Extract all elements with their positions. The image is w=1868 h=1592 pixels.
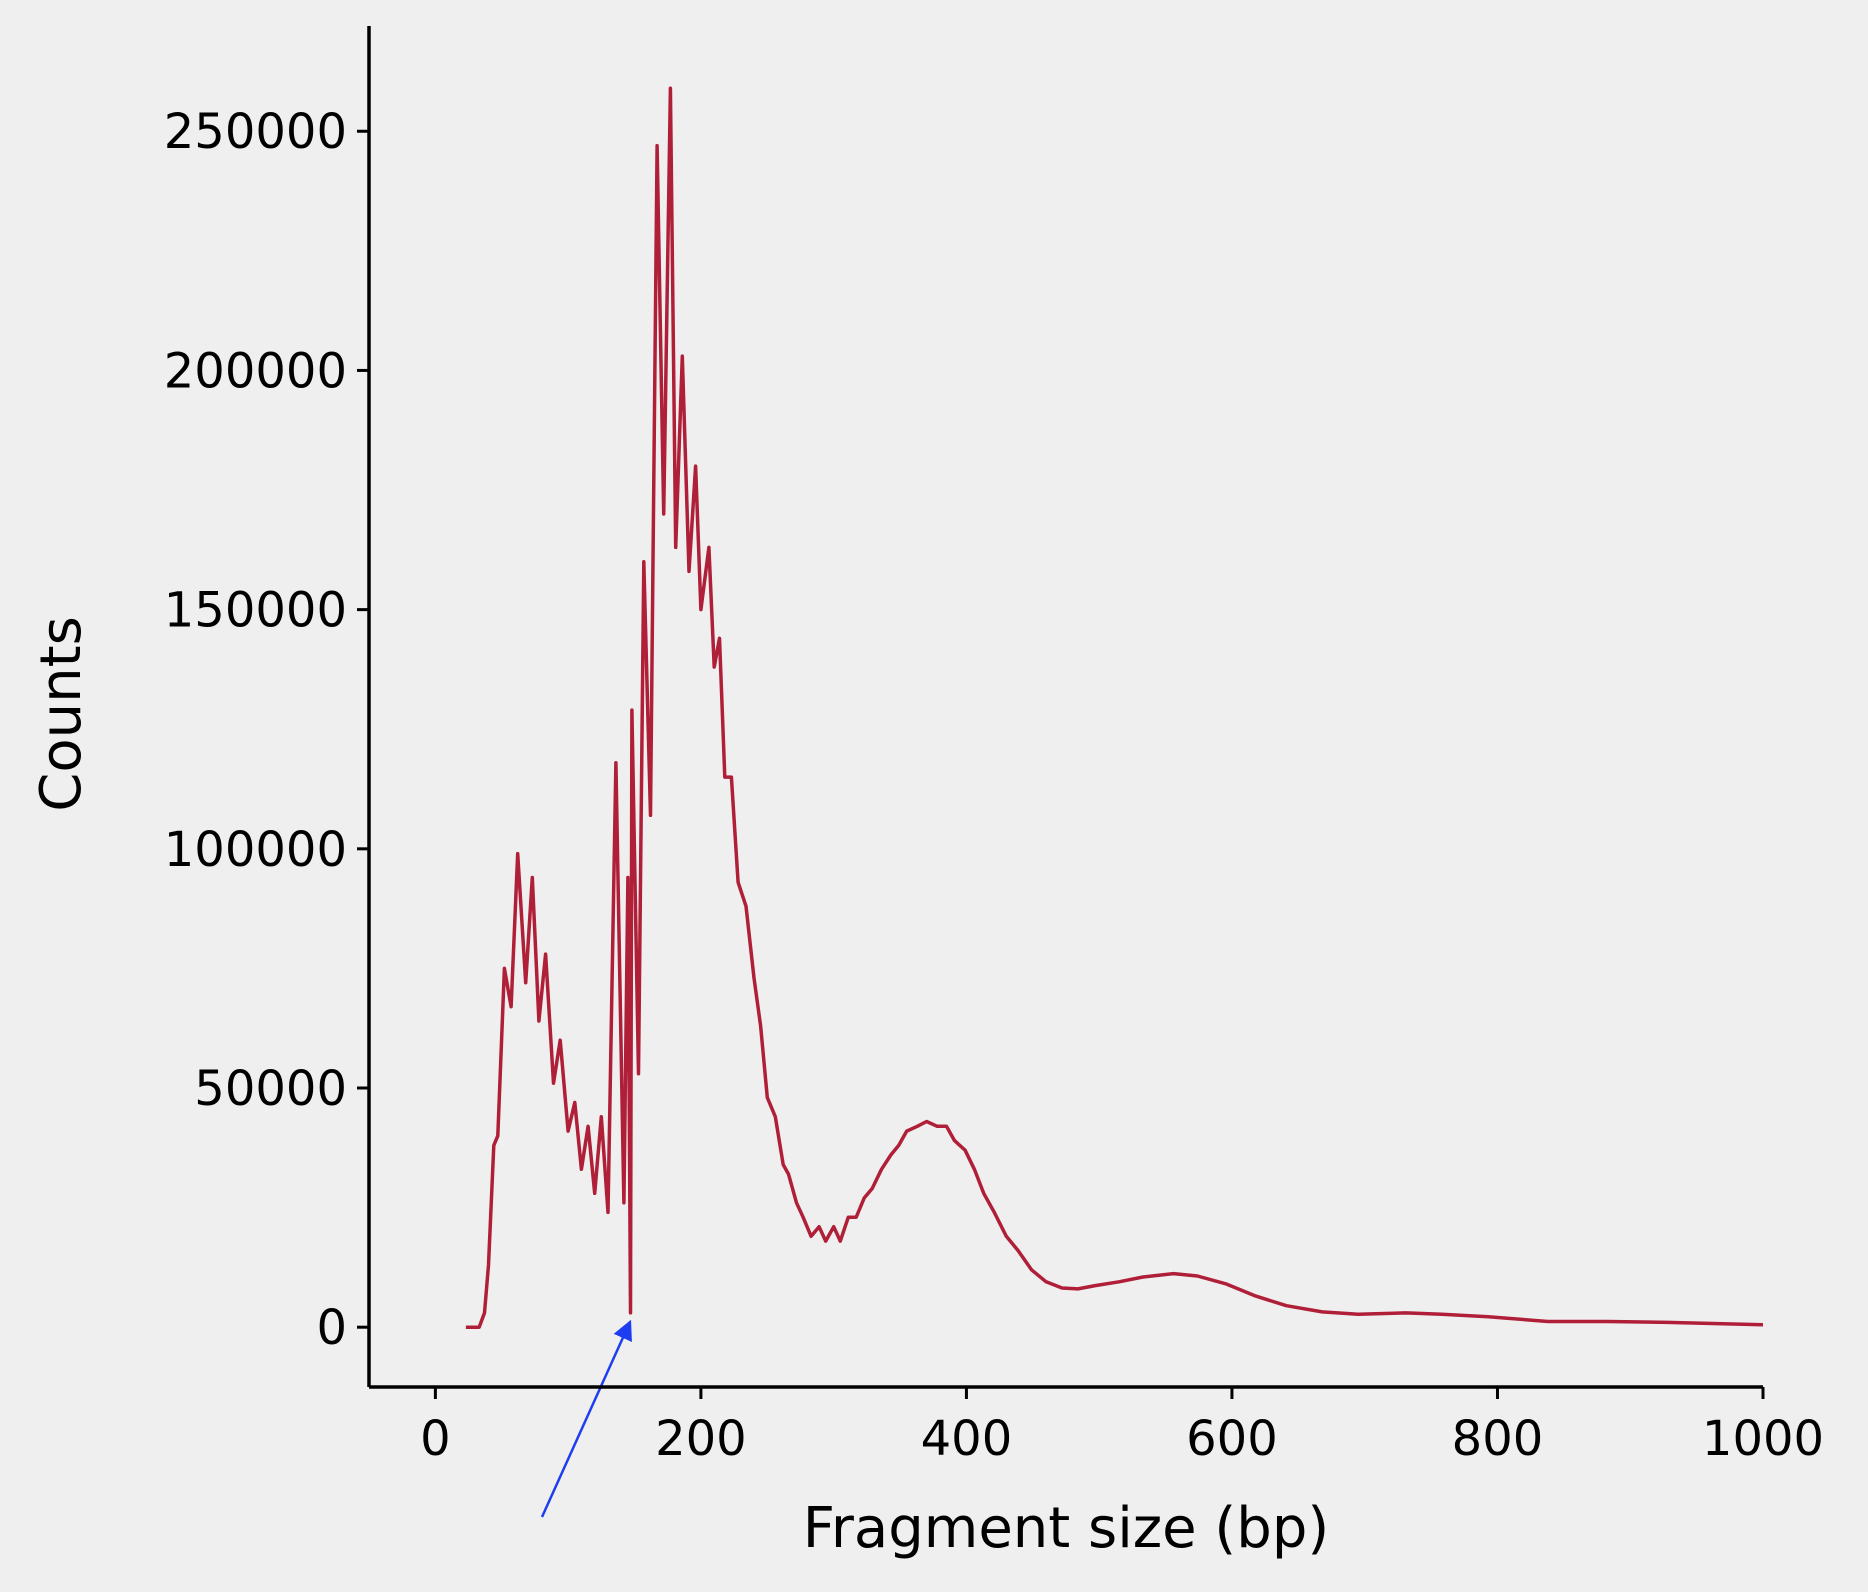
y-tick-label: 50000 (194, 1061, 347, 1117)
y-tick-label: 150000 (164, 583, 347, 639)
y-tick-label: 200000 (164, 343, 347, 399)
x-tick-label: 1000 (1702, 1411, 1824, 1467)
y-axis-label: Counts (29, 616, 94, 811)
x-tick-label: 400 (921, 1411, 1013, 1467)
y-tick-label: 100000 (164, 822, 347, 878)
y-tick-label: 250000 (164, 104, 347, 160)
x-tick-label: 800 (1452, 1411, 1544, 1467)
x-tick-label: 600 (1186, 1411, 1278, 1467)
x-tick-label: 200 (655, 1411, 747, 1467)
data-line (465, 86, 1764, 1329)
x-axis-label: Fragment size (bp) (803, 1496, 1329, 1561)
annotation-arrow (540, 1319, 632, 1518)
y-tick-label: 0 (316, 1300, 347, 1356)
x-tick-label: 0 (420, 1411, 451, 1467)
